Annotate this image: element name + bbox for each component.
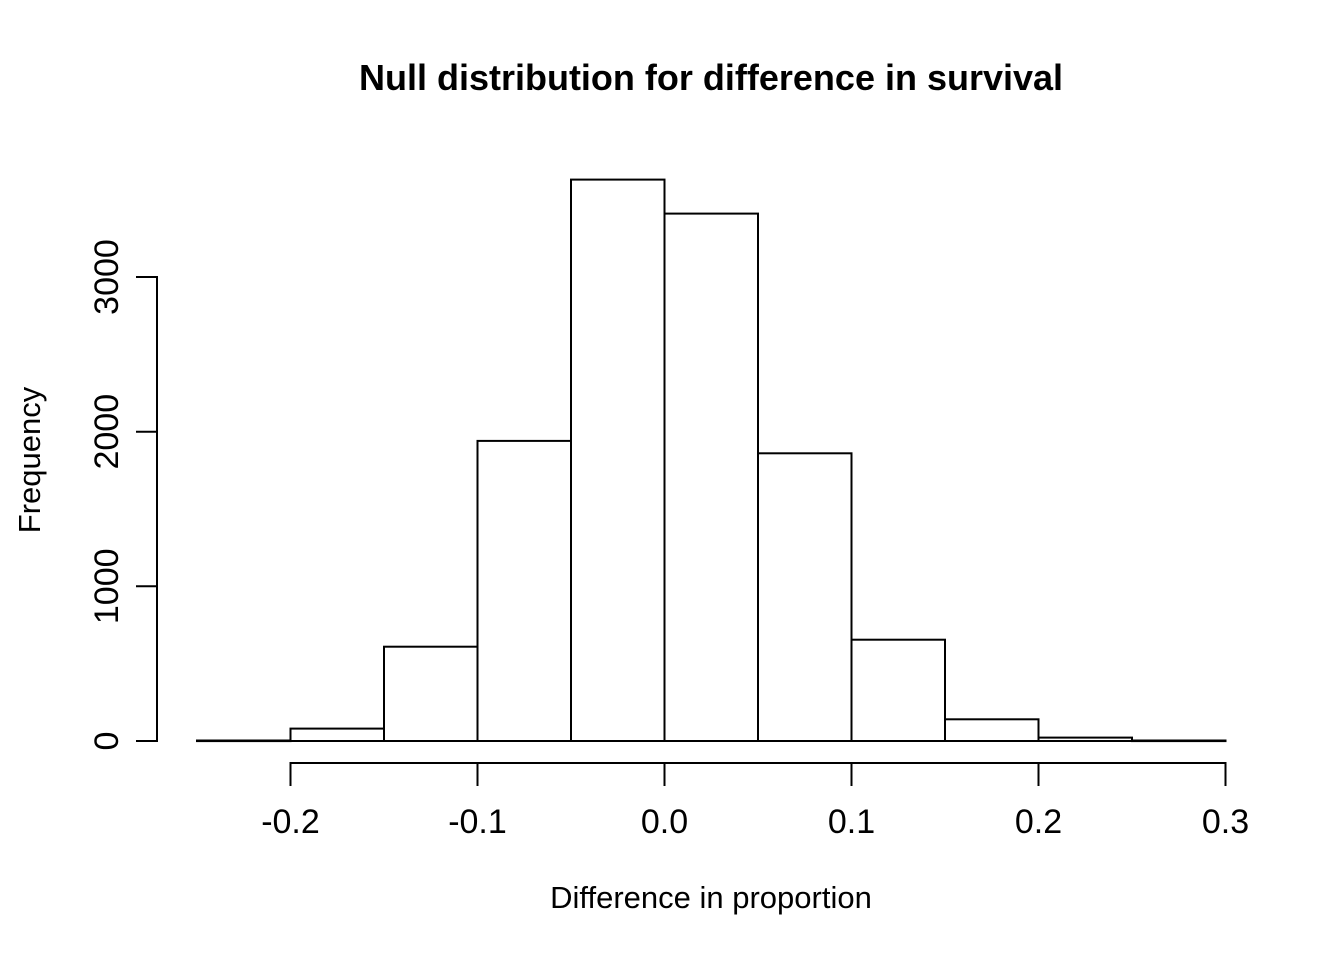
histogram-bar	[1131, 739, 1227, 743]
x-axis: -0.2 -0.1 0.0 0.1 0.2 0.3	[261, 762, 1249, 841]
histogram-bar	[476, 439, 572, 742]
x-tick-label: -0.2	[261, 803, 320, 841]
histogram-bar	[850, 638, 946, 743]
y-tick-label: 2000	[88, 394, 126, 470]
x-tick-label: 0.2	[1015, 803, 1062, 841]
histogram-bar	[663, 212, 759, 743]
histogram-bar	[1037, 736, 1133, 742]
x-tick-label: 0.0	[641, 803, 688, 841]
histogram-bar	[196, 739, 292, 743]
y-tick-label: 1000	[88, 548, 126, 624]
x-axis-title: Difference in proportion	[550, 880, 872, 915]
histogram-bar	[944, 718, 1040, 742]
histogram-bars	[196, 178, 1227, 743]
x-tick-label: 0.3	[1202, 803, 1249, 841]
y-tick-label: 3000	[88, 239, 126, 315]
histogram-bar	[570, 178, 666, 743]
y-axis-title: Frequency	[12, 386, 47, 533]
y-tick-label: 0	[88, 732, 126, 751]
y-axis: 0 1000 2000 3000	[88, 239, 158, 751]
chart-title: Null distribution for difference in surv…	[359, 57, 1063, 98]
x-tick-label: -0.1	[448, 803, 507, 841]
x-tick-label: 0.1	[828, 803, 875, 841]
histogram-bar	[757, 452, 853, 742]
histogram-bar	[383, 645, 479, 743]
histogram-bar	[289, 727, 385, 742]
